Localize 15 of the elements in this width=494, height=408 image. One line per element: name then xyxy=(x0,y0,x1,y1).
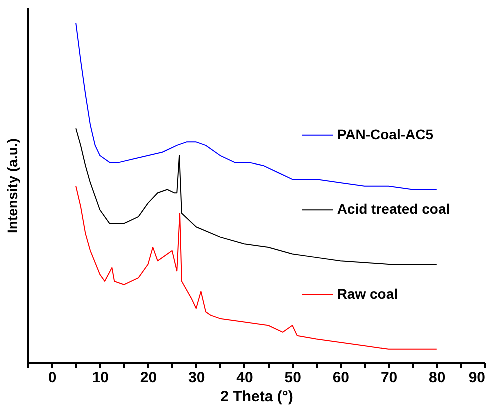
x-tick-label: 40 xyxy=(236,370,254,386)
legend-label: Acid treated coal xyxy=(337,201,450,218)
x-tick-label: 20 xyxy=(140,370,158,386)
y-axis-title: Intensity (a.u.) xyxy=(4,138,20,234)
x-tick-label: 70 xyxy=(380,370,398,386)
legend-label: PAN-Coal-AC5 xyxy=(337,126,434,142)
x-axis-title: 2 Theta (°) xyxy=(220,388,294,406)
x-tick-label: 50 xyxy=(284,370,302,386)
x-tick-label: 30 xyxy=(188,370,206,386)
x-tick-label: 60 xyxy=(332,370,350,386)
x-tick-label: 0 xyxy=(48,370,57,386)
x-tick-label: 90 xyxy=(468,370,486,386)
x-tick-label: 10 xyxy=(92,370,109,386)
x-tick-label: 80 xyxy=(429,370,446,386)
legend-label: Raw coal xyxy=(337,286,398,302)
